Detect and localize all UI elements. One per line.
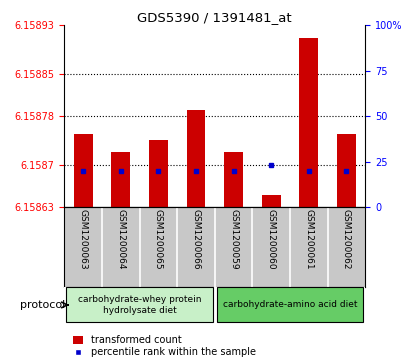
Bar [299, 37, 318, 207]
Text: GSM1200063: GSM1200063 [78, 209, 88, 270]
Text: GSM1200066: GSM1200066 [191, 209, 200, 270]
Text: GSM1200065: GSM1200065 [154, 209, 163, 270]
Title: GDS5390 / 1391481_at: GDS5390 / 1391481_at [137, 11, 292, 24]
Bar [262, 195, 281, 207]
Text: protocol: protocol [20, 300, 65, 310]
Text: GSM1200064: GSM1200064 [116, 209, 125, 270]
Bar [149, 140, 168, 207]
Text: GSM1200059: GSM1200059 [229, 209, 238, 270]
Bar [337, 134, 356, 207]
Bar [187, 110, 205, 207]
Text: GSM1200062: GSM1200062 [342, 209, 351, 270]
Text: GSM1200060: GSM1200060 [267, 209, 276, 270]
Bar [224, 152, 243, 207]
FancyBboxPatch shape [217, 287, 363, 322]
Bar [74, 134, 93, 207]
Text: carbohydrate-whey protein
hydrolysate diet: carbohydrate-whey protein hydrolysate di… [78, 295, 201, 315]
Bar [111, 152, 130, 207]
Text: carbohydrate-amino acid diet: carbohydrate-amino acid diet [223, 301, 357, 309]
Legend: transformed count, percentile rank within the sample: transformed count, percentile rank withi… [69, 331, 259, 361]
Text: GSM1200061: GSM1200061 [304, 209, 313, 270]
FancyBboxPatch shape [66, 287, 213, 322]
